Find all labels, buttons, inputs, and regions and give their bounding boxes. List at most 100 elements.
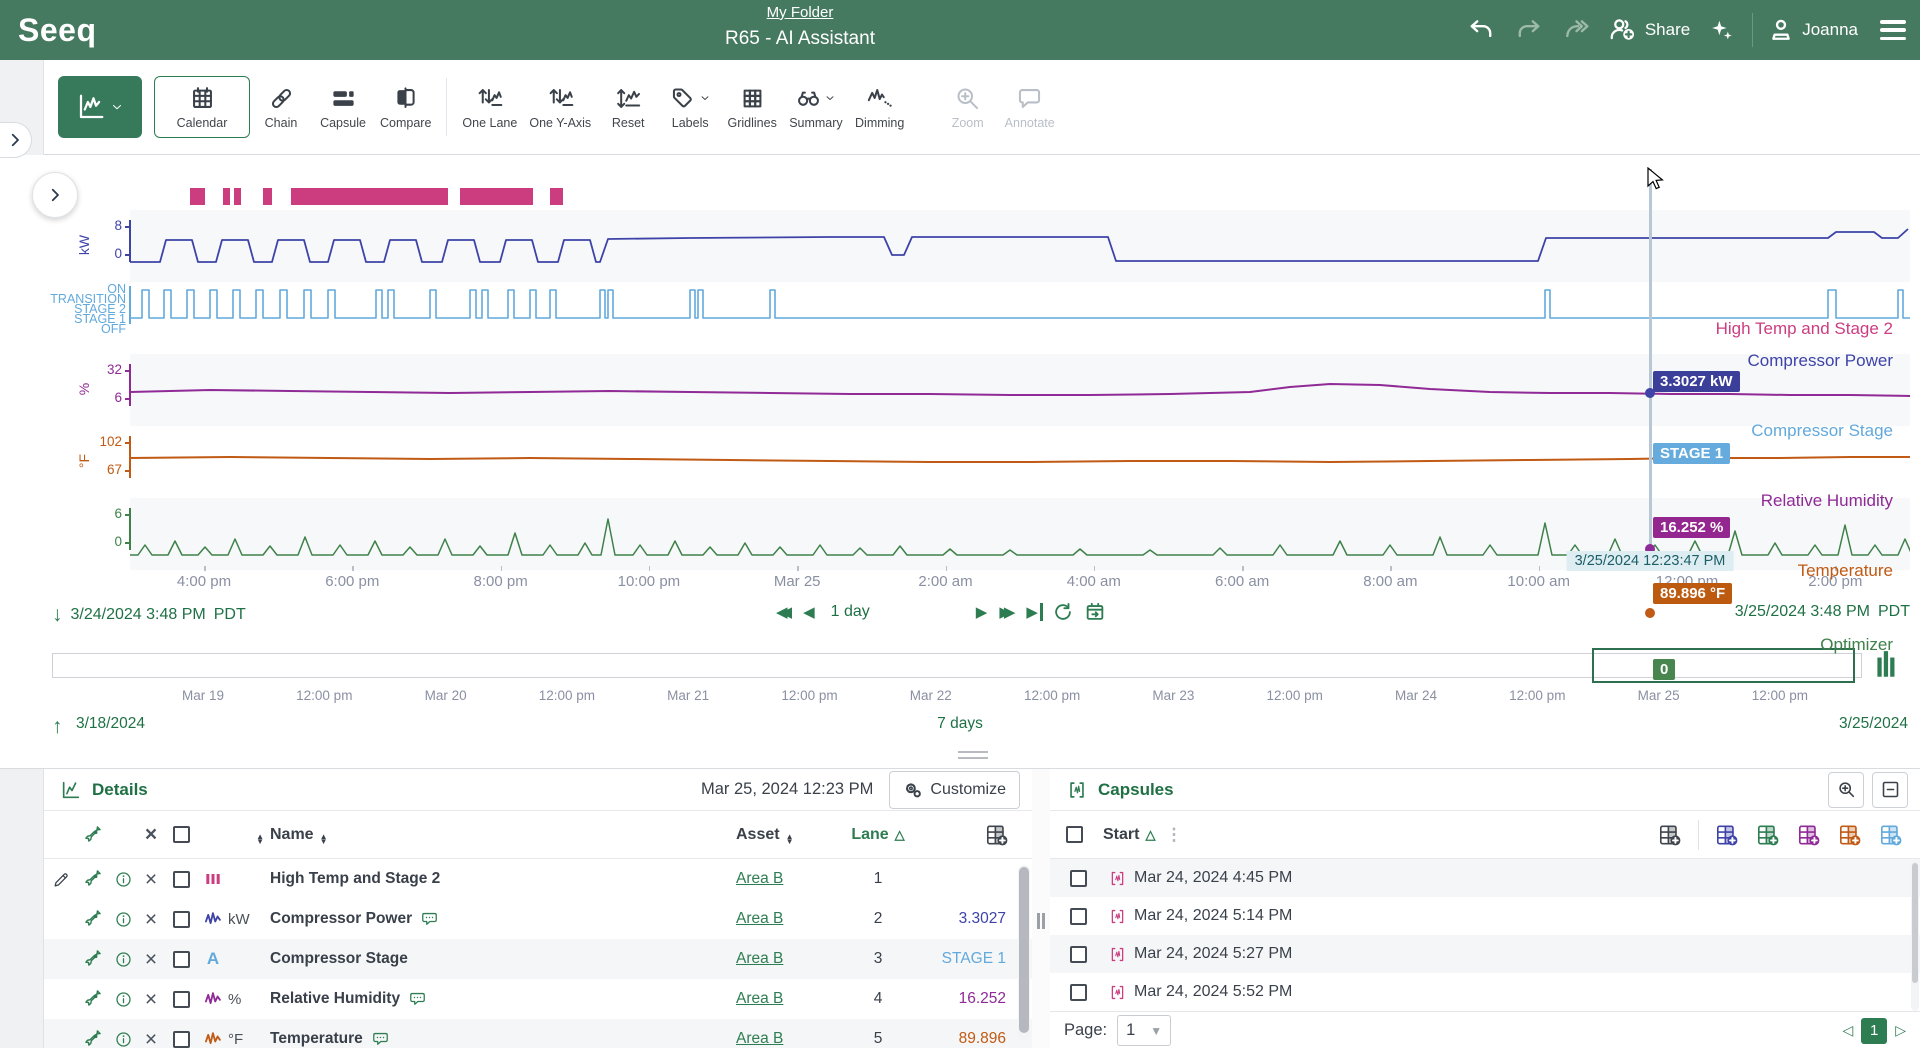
range-end-tz[interactable]: PDT — [1878, 603, 1910, 620]
capsules-add-column-icon[interactable] — [1837, 822, 1863, 848]
details-row-relative-humidity[interactable]: × % Relative Humidity Area B 4 16.252 — [44, 979, 1032, 1019]
toolbar-dimming-button[interactable]: Dimming — [849, 74, 911, 140]
series-line-temperature[interactable] — [130, 426, 1910, 498]
overview-start-date[interactable]: 3/18/2024 — [76, 715, 145, 732]
overview-chart-icon[interactable] — [1874, 649, 1900, 681]
column-name-label[interactable]: Name — [270, 825, 314, 843]
capsule-row[interactable]: Mar 24, 2024 5:52 PM — [1050, 973, 1920, 1011]
toolbar-annotate-button[interactable]: Annotate — [999, 74, 1061, 140]
user-menu[interactable]: Joanna — [1767, 16, 1858, 44]
panel-resize-handle[interactable] — [958, 751, 988, 759]
column-asset-label[interactable]: Asset — [736, 825, 780, 843]
range-end-date[interactable]: 3/25/2024 3:48 PM — [1734, 603, 1870, 620]
capsule-bar[interactable] — [460, 188, 533, 205]
next-page-button[interactable]: ▷ — [1895, 1022, 1906, 1038]
row-checkbox[interactable] — [172, 910, 190, 928]
redo-button[interactable] — [1512, 13, 1546, 47]
series-line-stage[interactable] — [130, 282, 1910, 354]
capsule-checkbox[interactable] — [1069, 945, 1087, 963]
select-all-checkbox[interactable] — [172, 826, 190, 843]
capsule-checkbox[interactable] — [1069, 983, 1087, 1001]
rocket-icon[interactable] — [78, 869, 108, 889]
rocket-icon[interactable] — [78, 949, 108, 969]
expand-panel-button[interactable] — [32, 172, 78, 218]
customize-button[interactable]: Customize — [889, 770, 1020, 809]
breadcrumb-my-folder[interactable]: My Folder — [766, 4, 834, 21]
refresh-button[interactable] — [1052, 601, 1074, 623]
sort-icon[interactable]: ▲ ▼ — [256, 831, 264, 846]
remove-item-icon[interactable]: × — [144, 1027, 158, 1048]
toolbar-gridlines-button[interactable]: Gridlines — [721, 74, 783, 140]
panels-vertical-splitter[interactable] — [1032, 769, 1050, 1048]
forward-share-icon[interactable] — [1560, 13, 1594, 47]
item-name[interactable]: Compressor Stage — [270, 950, 408, 967]
capsule-bar[interactable] — [234, 188, 241, 205]
toolbar-one-y-axis-button[interactable]: One Y-Axis — [523, 74, 597, 140]
y-axis-line-humidity[interactable] — [129, 364, 131, 406]
capsules-add-column-icon[interactable] — [1755, 822, 1781, 848]
capsule-checkbox[interactable] — [1069, 869, 1087, 887]
ai-sparkles-icon[interactable] — [1704, 13, 1738, 47]
signal-label-humidity[interactable]: Relative Humidity — [1760, 491, 1893, 510]
overview-track[interactable] — [52, 653, 1862, 678]
sort-icon[interactable]: ▲ ▼ — [319, 831, 328, 846]
capsule-row[interactable]: Mar 24, 2024 4:45 PM — [1050, 859, 1920, 897]
current-page-button[interactable]: 1 — [1861, 1017, 1888, 1044]
capsule-bar[interactable] — [223, 188, 230, 205]
row-checkbox[interactable] — [172, 1030, 190, 1048]
remove-item-icon[interactable]: × — [144, 947, 158, 971]
overview-duration[interactable]: 7 days — [937, 715, 983, 732]
capsule-bar[interactable] — [550, 188, 563, 205]
asset-link[interactable]: Area B — [736, 870, 784, 887]
prev-page-button[interactable]: ◁ — [1842, 1022, 1854, 1038]
asset-link[interactable]: Area B — [736, 1030, 784, 1047]
comment-icon[interactable] — [371, 1030, 390, 1048]
item-name[interactable]: Temperature — [270, 1030, 736, 1048]
rocket-column-icon[interactable] — [78, 825, 108, 845]
row-checkbox[interactable] — [172, 870, 190, 888]
trend-chart[interactable]: kW 8 0 ON TRANSITION STAGE 2 STAGE 1 OFF% 32 6 °F 1… — [0, 155, 1920, 768]
page-size-select[interactable]: 1 ▼ — [1117, 1015, 1172, 1046]
range-start-arrow-icon[interactable]: ↓ — [52, 603, 63, 626]
rocket-icon[interactable] — [78, 989, 108, 1009]
info-icon[interactable] — [108, 1030, 138, 1048]
item-name[interactable]: Compressor Power — [270, 910, 736, 929]
remove-item-icon[interactable]: × — [144, 987, 158, 1011]
capsules-add-column-icon[interactable] — [1714, 822, 1740, 848]
sort-icon[interactable]: ▲ ▼ — [785, 831, 794, 846]
step-back-button[interactable]: ◀ — [803, 604, 815, 621]
column-start-label[interactable]: Start — [1103, 825, 1140, 843]
column-lane-label[interactable]: Lane — [851, 825, 889, 843]
capsule-bar[interactable] — [190, 188, 205, 205]
capsules-add-column-icon[interactable] — [1657, 822, 1683, 848]
remove-all-column[interactable]: × — [144, 823, 158, 846]
column-menu-icon[interactable]: ⋮ — [1165, 824, 1183, 844]
rocket-icon[interactable] — [78, 1029, 108, 1048]
capsules-zoom-button[interactable] — [1828, 771, 1864, 808]
details-row-compressor-stage[interactable]: × A Compressor Stage Area B 3 STAGE 1 — [44, 939, 1032, 979]
details-scrollbar[interactable] — [1018, 865, 1030, 1041]
toolbar-calendar-button[interactable]: Calendar — [154, 76, 250, 138]
step-forward-button[interactable]: ▶ — [975, 604, 988, 621]
asset-link[interactable]: Area B — [736, 950, 784, 967]
overview-selection-window[interactable] — [1592, 648, 1855, 683]
toolbar-one-lane-button[interactable]: One Lane — [456, 74, 523, 140]
signal-label-temperature[interactable]: Temperature — [1797, 561, 1893, 580]
series-line-humidity[interactable] — [130, 354, 1910, 426]
comment-icon[interactable] — [420, 910, 439, 929]
series-line-power[interactable] — [130, 210, 1910, 282]
share-button[interactable]: Share — [1608, 15, 1690, 45]
overview-start-arrow-icon[interactable]: ↑ — [52, 715, 63, 738]
toolbar-view-selector-button[interactable] — [58, 76, 142, 138]
step-forward-much-button[interactable]: ▶▶ — [999, 604, 1015, 621]
remove-item-icon[interactable]: × — [144, 867, 158, 891]
info-icon[interactable] — [108, 950, 138, 969]
capsule-checkbox[interactable] — [1069, 907, 1087, 925]
capsule-bar[interactable] — [263, 188, 272, 205]
toolbar-zoom-button[interactable]: Zoom — [937, 74, 999, 140]
capsules-add-column-icon[interactable] — [1796, 822, 1822, 848]
duration-label[interactable]: 1 day — [830, 603, 870, 620]
capsules-scrollbar[interactable] — [1911, 861, 1919, 1011]
toolbar-compare-button[interactable]: Compare — [374, 74, 437, 140]
signal-label-hightemp[interactable]: High Temp and Stage 2 — [1715, 319, 1893, 338]
